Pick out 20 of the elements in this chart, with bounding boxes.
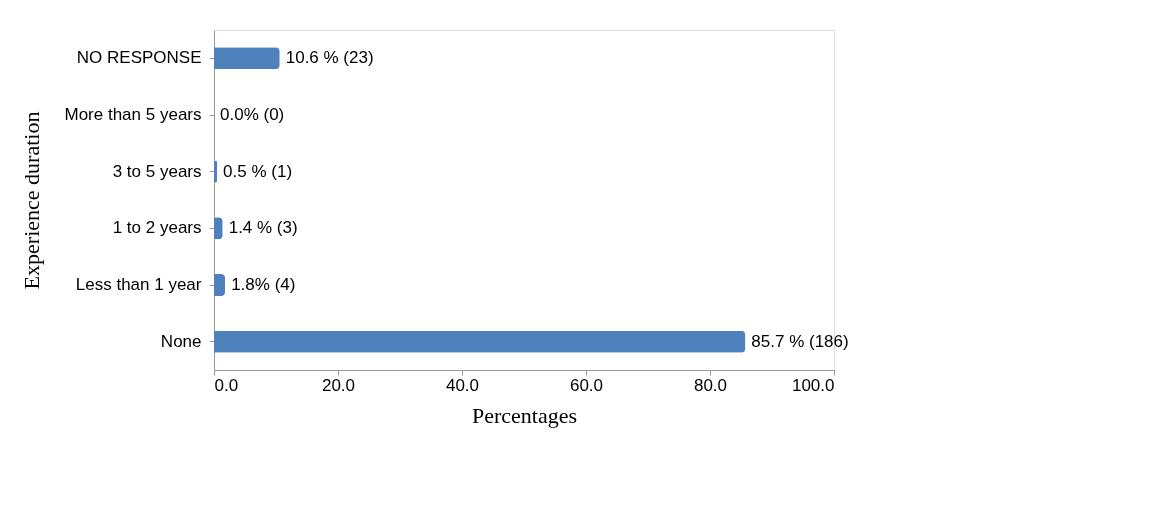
x-tick-label: 100.0: [791, 375, 835, 395]
data-label: 0.0% (0): [220, 105, 285, 124]
x-tick-label: 40.0: [445, 375, 480, 395]
data-label: 1.8% (4): [231, 275, 296, 294]
x-axis-title: Percentages: [471, 402, 578, 428]
y-tick-label: None: [160, 331, 202, 351]
y-tick-label: 1 to 2 years: [112, 218, 202, 238]
y-tick-label: NO RESPONSE: [76, 48, 202, 68]
data-label: 0.5 % (1): [223, 161, 293, 181]
data-label: 1.4 % (3): [228, 218, 298, 238]
x-tick-label: 80.0: [693, 375, 728, 395]
y-tick-label: Less than 1 year: [75, 275, 202, 294]
y-tick-label: 3 to 5 years: [112, 161, 202, 181]
x-tick-label: 60.0: [569, 375, 604, 395]
x-tick-label: 20.0: [321, 375, 356, 395]
y-axis-title: Experience duration: [19, 111, 45, 290]
data-label: 10.6 % (23): [285, 48, 374, 68]
y-tick-label: More than 5 years: [64, 105, 202, 124]
data-label: 85.7 % (186): [751, 331, 849, 351]
x-tick-label: 0.0: [214, 375, 239, 395]
